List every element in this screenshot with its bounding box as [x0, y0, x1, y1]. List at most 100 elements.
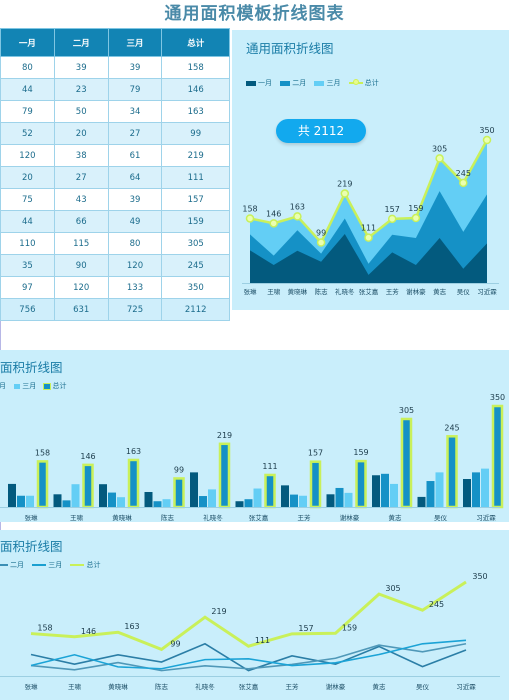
line-series-jan [30, 642, 467, 672]
line-data-label: 159 [342, 623, 357, 632]
bar-total [264, 473, 276, 509]
line-x-tick-label: 陈志 [155, 682, 169, 691]
bar-x-tick-label: 张琳 [25, 513, 39, 522]
table-cell: 158 [161, 56, 230, 79]
table-row: 80 39 39 158 [0, 56, 230, 79]
table-row: 44 66 49 159 [0, 210, 230, 233]
legend-item-total: 总计 [348, 78, 379, 88]
bar-mar [117, 497, 125, 507]
bar-jan [235, 501, 244, 507]
bar-data-label: 158 [35, 448, 50, 457]
line-data-label: 305 [385, 584, 400, 593]
line-series-feb [30, 642, 467, 672]
bar-x-tick-label: 王啸 [70, 513, 84, 522]
table-cell: 61 [107, 144, 163, 167]
legend-swatch-jan [246, 80, 256, 86]
table-row: 79 50 34 163 [0, 100, 230, 123]
bar-total [355, 459, 367, 509]
table-cell: 27 [53, 166, 109, 189]
line-chart-panel: 面积折线图 二月 三月 总计 158 146 163 99 219 111 157 159 30… [0, 530, 509, 700]
bar-total [446, 435, 458, 509]
table-cell: 305 [161, 232, 230, 255]
area-series-jan [250, 233, 487, 283]
legend-swatch-mar [314, 80, 325, 86]
table-cell: 38 [53, 144, 109, 167]
bar-x-tick-label: 习近霖 [476, 513, 496, 522]
table-cell: 157 [161, 188, 230, 211]
total-badge: 共 2112 [276, 119, 366, 143]
table-cell: 115 [53, 232, 109, 255]
table-cell: 39 [107, 56, 163, 79]
table-cell: 34 [107, 100, 163, 123]
table-cell: 111 [161, 166, 230, 189]
line-series-mar [30, 639, 467, 670]
bar-feb [472, 472, 480, 507]
table-row: 20 27 64 111 [0, 166, 230, 189]
area-data-label: 159 [408, 204, 423, 213]
legend-swatch-feb [280, 80, 291, 86]
bar-feb [381, 473, 389, 507]
legend-item-feb: 二月 [280, 78, 306, 88]
bar-data-label: 163 [126, 447, 141, 456]
bar-x-tick-label: 谢林豪 [340, 513, 360, 522]
bar-legend-item-total: 总计 [43, 381, 66, 391]
bar-data-label: 157 [308, 449, 323, 458]
area-total-point [435, 154, 444, 163]
bar-mar [208, 489, 216, 507]
bar-x-tick-label: 张艾嘉 [249, 513, 269, 522]
area-data-label: 111 [361, 224, 376, 233]
bar-jan [190, 472, 198, 507]
area-x-tick-label: 谢林豪 [406, 287, 426, 296]
bar-data-label: 159 [353, 448, 368, 457]
table-cell: 110 [0, 232, 55, 255]
table-cell: 50 [53, 100, 109, 123]
table-cell: 120 [107, 254, 163, 277]
bar-legend-label-mar: 三月 [22, 382, 37, 390]
header-feb: 二月 [53, 28, 109, 57]
bar-total [127, 458, 140, 509]
area-data-label: 305 [432, 144, 447, 153]
bar-total [173, 477, 185, 509]
bar-total [400, 417, 413, 509]
legend-item-mar: 三月 [314, 78, 340, 88]
table-cell: 120 [53, 276, 109, 299]
table-cell: 80 [0, 56, 55, 79]
bar-legend-item-mar: 三月 [14, 381, 36, 391]
bar-legend-swatch-mar [14, 383, 21, 389]
bar-jan [463, 479, 471, 507]
table-cell: 219 [161, 144, 230, 167]
bar-mar [299, 495, 307, 507]
bar-total [309, 460, 322, 509]
table-cell: 80 [107, 232, 163, 255]
bar-feb [335, 487, 344, 507]
bar-legend-swatch-total [43, 382, 52, 390]
table-row: 110 115 80 305 [0, 232, 230, 255]
area-total-point [293, 212, 302, 221]
bar-data-label: 99 [174, 465, 184, 474]
area-x-tick-label: 张艾嘉 [359, 287, 379, 296]
line-x-tick-label: 礼晓冬 [195, 682, 215, 691]
bar-data-label: 111 [262, 462, 277, 471]
line-data-label: 219 [211, 607, 226, 616]
bar-mar [481, 468, 489, 507]
table-cell: 27 [107, 122, 163, 145]
area-data-label: 158 [242, 204, 257, 213]
bar-data-label: 245 [444, 423, 459, 432]
area-x-tick-label: 礼晓冬 [335, 287, 355, 296]
line-legend-item-total: 总计 [70, 560, 100, 570]
bar-x-tick-label: 吴仪 [434, 514, 448, 522]
table-row: 44 23 79 146 [0, 78, 230, 101]
bar-jan [326, 494, 335, 507]
area-data-label: 350 [479, 126, 494, 135]
area-chart-legend: 一月 二月 三月 总计 [246, 78, 385, 88]
legend-label-feb: 二月 [292, 79, 307, 87]
table-cell: 39 [107, 188, 163, 211]
table-cell: 20 [0, 166, 55, 189]
area-data-label: 146 [266, 209, 281, 218]
area-x-tick-label: 黄志 [433, 287, 447, 296]
table-cell: 146 [161, 78, 230, 101]
bar-feb [426, 481, 435, 507]
bar-mar [71, 484, 80, 507]
table-row: 75 43 39 157 [0, 188, 230, 211]
area-data-label: 157 [385, 205, 400, 214]
